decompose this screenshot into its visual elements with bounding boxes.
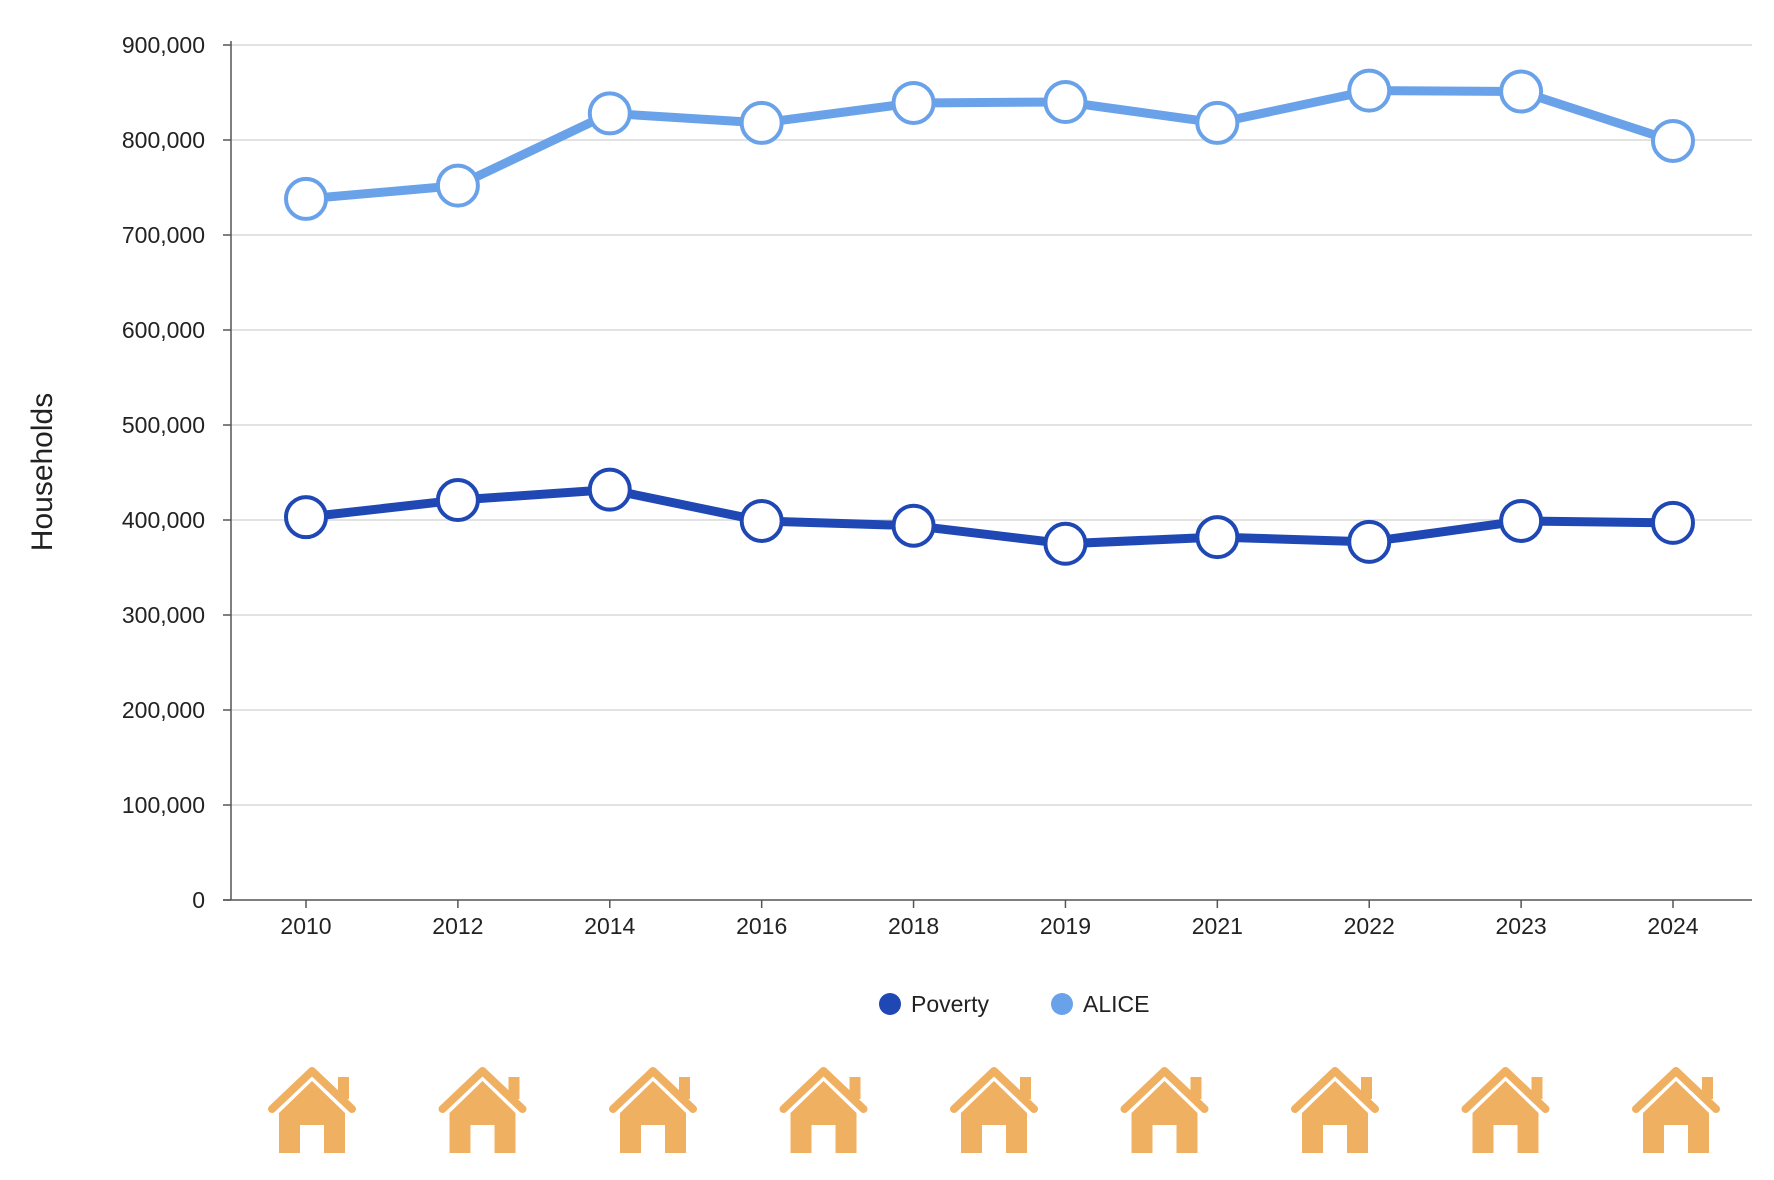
data-point (1347, 68, 1392, 113)
x-tick-label: 2019 (1040, 913, 1091, 939)
legend-item: Poverty (879, 991, 989, 1017)
data-point (587, 467, 632, 512)
x-tick-label: 2016 (736, 913, 787, 939)
data-point (1195, 100, 1240, 145)
x-tick-label: 2022 (1344, 913, 1395, 939)
legend-marker (1051, 993, 1073, 1015)
legend-label: Poverty (911, 991, 989, 1017)
x-tick-label: 2014 (584, 913, 635, 939)
legend-marker (879, 993, 901, 1015)
y-tick-label: 900,000 (122, 32, 205, 58)
house-chimney (1531, 1077, 1543, 1099)
house-chimney (849, 1077, 861, 1099)
data-point (435, 163, 480, 208)
data-point (739, 100, 784, 145)
y-tick-labels: 0 100,000 200,000 300,000 400,000 500,000 600,… (122, 32, 205, 913)
house-icon-row (268, 1067, 1720, 1153)
data-point (1651, 500, 1695, 545)
series-line (301, 86, 1678, 204)
y-tick-label: 100,000 (122, 792, 205, 818)
house-icon (438, 1067, 527, 1153)
series-line (301, 485, 1678, 549)
house-body (1643, 1081, 1709, 1153)
y-tick-label: 300,000 (122, 602, 205, 628)
data-point (1195, 515, 1240, 560)
data-point (435, 478, 480, 523)
house-body (1131, 1081, 1198, 1153)
x-tick-labels: 2010 2012 2014 2016 2018 2019 2021 2022 2023 2024 (280, 900, 1699, 939)
data-point (1499, 498, 1544, 543)
data-point (1499, 69, 1544, 114)
house-body (1302, 1081, 1368, 1153)
data-point (1043, 80, 1088, 124)
data-point (891, 80, 936, 125)
data-point (587, 91, 632, 136)
house-chimney (679, 1077, 690, 1099)
house-icon (779, 1067, 868, 1153)
legend-item: ALICE (1051, 991, 1149, 1017)
house-chimney (338, 1077, 349, 1099)
data-point (1651, 118, 1695, 163)
y-tick-label: 800,000 (122, 127, 205, 153)
y-tick-label: 400,000 (122, 507, 205, 533)
x-tick-label: 2018 (888, 913, 939, 939)
axes (223, 41, 1752, 901)
house-body (279, 1081, 345, 1153)
data-point (739, 498, 784, 543)
y-tick-label: 700,000 (122, 222, 205, 248)
y-tick-label: 200,000 (122, 697, 205, 723)
house-icon (268, 1067, 356, 1153)
y-tick-label: 600,000 (122, 317, 205, 343)
x-tick-label: 2021 (1192, 913, 1243, 939)
house-body (620, 1081, 686, 1153)
legend: Poverty ALICE (879, 991, 1149, 1017)
series-lines (284, 68, 1695, 566)
data-point (1347, 519, 1392, 564)
house-icon (1120, 1067, 1209, 1153)
series-alice (284, 68, 1695, 221)
x-tick-label: 2024 (1647, 913, 1698, 939)
data-point (891, 503, 936, 548)
house-icon (1291, 1067, 1379, 1153)
house-icon (1632, 1067, 1720, 1153)
house-icon (950, 1067, 1038, 1153)
grid-lines (223, 44, 1752, 901)
legend-label: ALICE (1083, 991, 1149, 1017)
house-chimney (1190, 1077, 1202, 1099)
y-tick-label: 0 (192, 887, 205, 913)
house-icon (609, 1067, 697, 1153)
data-point (1043, 521, 1088, 566)
house-body (790, 1081, 857, 1153)
y-tick-label: 500,000 (122, 412, 205, 438)
x-tick-label: 2010 (280, 913, 331, 939)
house-body (1472, 1081, 1539, 1153)
house-body (961, 1081, 1027, 1153)
x-tick-label: 2012 (432, 913, 483, 939)
house-icon (1461, 1067, 1550, 1153)
house-chimney (1020, 1077, 1031, 1099)
house-chimney (1702, 1077, 1713, 1099)
data-point (284, 495, 328, 540)
house-chimney (508, 1077, 520, 1099)
house-body (449, 1081, 516, 1153)
series-poverty (284, 467, 1695, 566)
data-point (284, 176, 328, 221)
y-axis-title: Households (26, 393, 59, 551)
x-tick-label: 2023 (1496, 913, 1547, 939)
house-chimney (1361, 1077, 1372, 1099)
